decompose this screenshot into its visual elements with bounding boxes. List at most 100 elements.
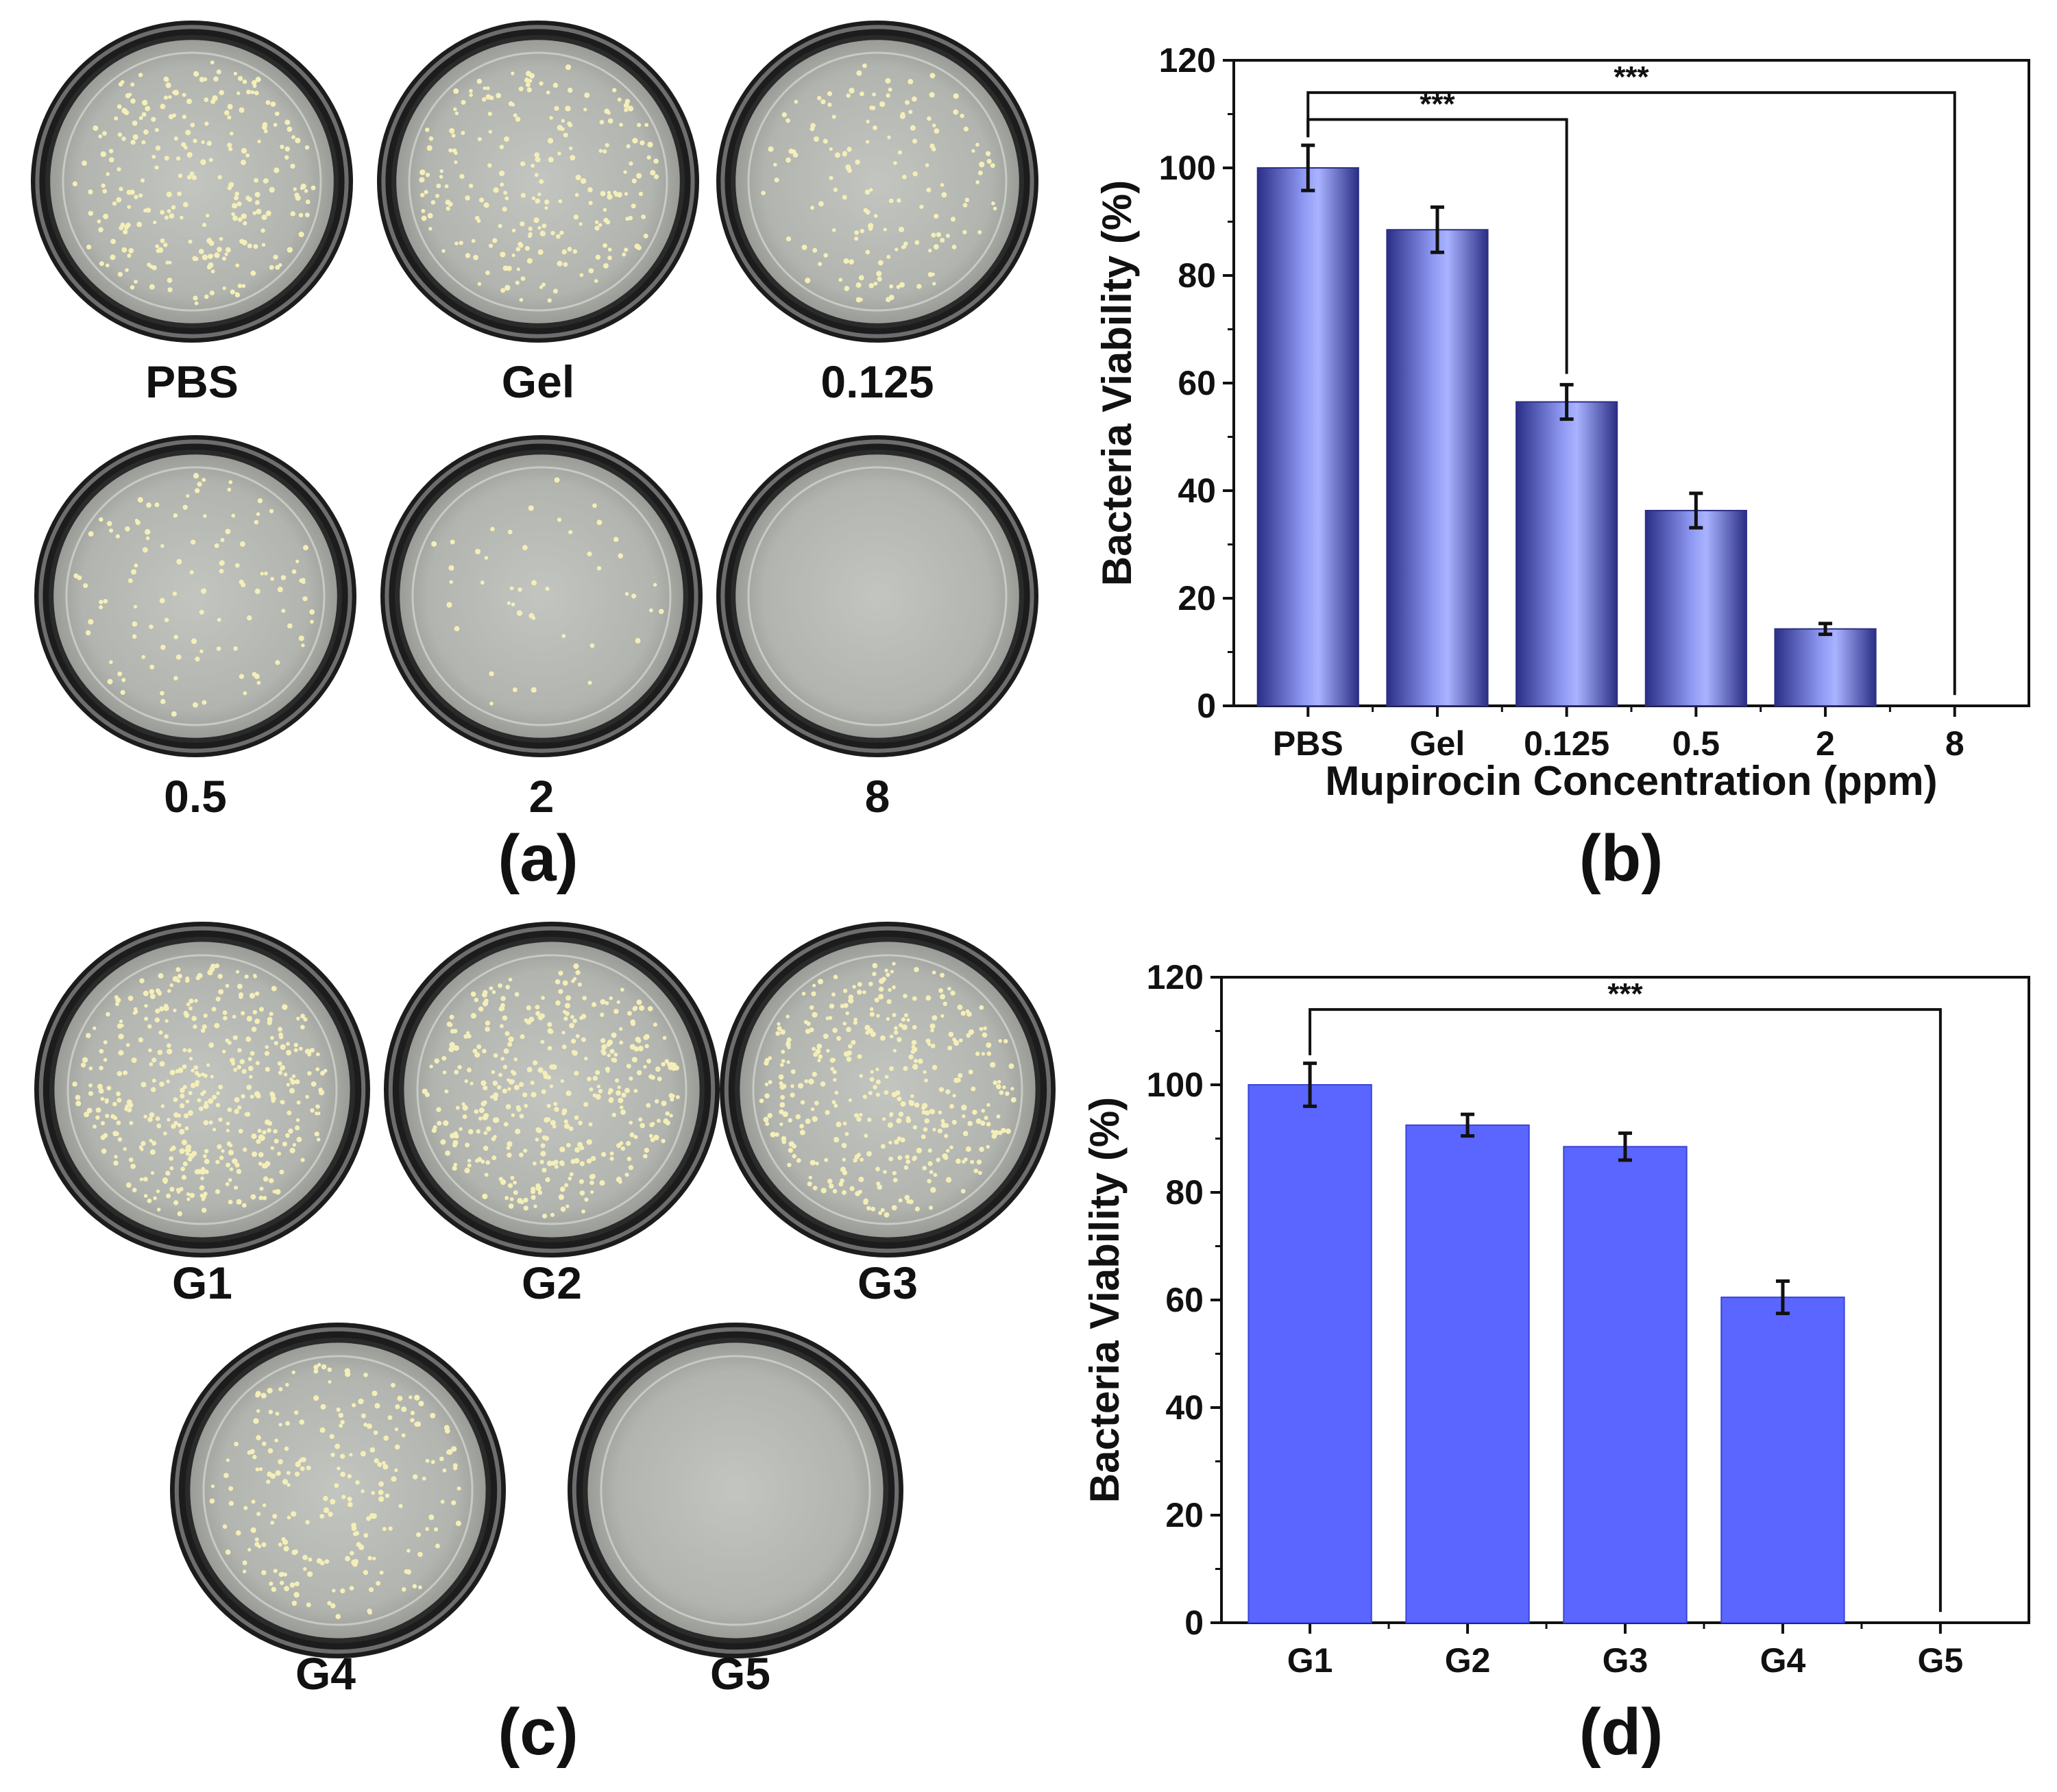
colony [210, 60, 215, 65]
colony [911, 1044, 916, 1049]
colony [144, 1004, 148, 1008]
colony [88, 1066, 93, 1070]
colony [239, 994, 243, 999]
colony [244, 974, 249, 979]
colony [483, 1113, 489, 1118]
colony [193, 138, 197, 143]
colony [296, 1100, 301, 1105]
colony [607, 1091, 611, 1095]
colony [812, 1186, 818, 1191]
colony [340, 1453, 345, 1459]
colony [897, 1037, 902, 1042]
colony [323, 1507, 330, 1513]
colony [439, 1456, 444, 1462]
colony [467, 1068, 472, 1072]
colony [523, 1197, 528, 1203]
colony [255, 1467, 260, 1472]
colony [859, 1074, 864, 1078]
colony [952, 1094, 956, 1098]
dish-rim-highlight [38, 926, 366, 1253]
colony [439, 175, 443, 179]
colony [603, 262, 609, 269]
colony [175, 156, 181, 161]
colony [227, 487, 232, 492]
colony [440, 1139, 446, 1145]
colony [266, 1480, 271, 1484]
colony [526, 87, 532, 93]
colony [406, 1549, 411, 1553]
colony [896, 1118, 902, 1124]
colony [278, 262, 282, 267]
colony [262, 124, 267, 130]
colony [284, 146, 290, 152]
colony [210, 99, 216, 104]
colony [933, 1173, 938, 1177]
colony [73, 573, 79, 578]
colony [320, 1403, 326, 1410]
colony [231, 212, 236, 217]
colony [222, 1524, 228, 1529]
colony [619, 1105, 624, 1109]
colony [250, 270, 256, 276]
colony [547, 298, 552, 303]
colony [237, 283, 243, 289]
colony [271, 985, 277, 992]
colony [465, 1031, 470, 1035]
colony [584, 92, 590, 98]
colony [447, 1449, 453, 1455]
colony [300, 1014, 306, 1019]
colony [765, 1122, 770, 1127]
colony [130, 285, 135, 290]
colony [232, 203, 238, 209]
colony [811, 991, 816, 996]
colony [151, 1078, 156, 1083]
colony [347, 1497, 352, 1502]
colony [251, 1133, 257, 1140]
colony [120, 689, 125, 696]
colony [145, 529, 151, 535]
colony [191, 175, 197, 180]
colony [856, 70, 862, 76]
colony [106, 1011, 110, 1017]
colony [790, 1092, 795, 1098]
colony [792, 1144, 797, 1149]
colony [889, 1034, 894, 1039]
colony [485, 1027, 490, 1032]
colony [129, 1120, 134, 1125]
colony [425, 173, 430, 177]
colony [108, 149, 114, 154]
colony [777, 1026, 782, 1031]
colony [75, 1094, 81, 1101]
colony [330, 1603, 336, 1609]
colony [535, 1138, 539, 1142]
colony [418, 1401, 424, 1407]
colony [273, 1129, 278, 1134]
colony [635, 638, 641, 644]
colony [848, 994, 854, 1000]
petri-dish-g4 [170, 1323, 506, 1658]
colony [480, 1101, 487, 1107]
colony [537, 1067, 544, 1073]
colony [361, 1489, 365, 1493]
colony [430, 199, 436, 205]
colony [409, 1395, 413, 1399]
colony [247, 615, 252, 621]
colony [616, 1090, 621, 1096]
colony [255, 1392, 260, 1398]
colony [831, 992, 836, 997]
colony [214, 1022, 220, 1029]
colony [836, 1035, 842, 1041]
colony [894, 1026, 898, 1031]
colony [247, 243, 252, 249]
colony [261, 1163, 267, 1169]
colony [284, 1446, 289, 1451]
colony [301, 578, 306, 582]
colony [554, 1107, 559, 1112]
colony [653, 174, 659, 180]
colony [453, 88, 459, 94]
y-axis-title: Bacteria Viability (%) [1094, 180, 1140, 586]
colony [428, 227, 433, 231]
colony [372, 1390, 378, 1397]
colony [180, 1088, 185, 1093]
colony [794, 99, 799, 104]
